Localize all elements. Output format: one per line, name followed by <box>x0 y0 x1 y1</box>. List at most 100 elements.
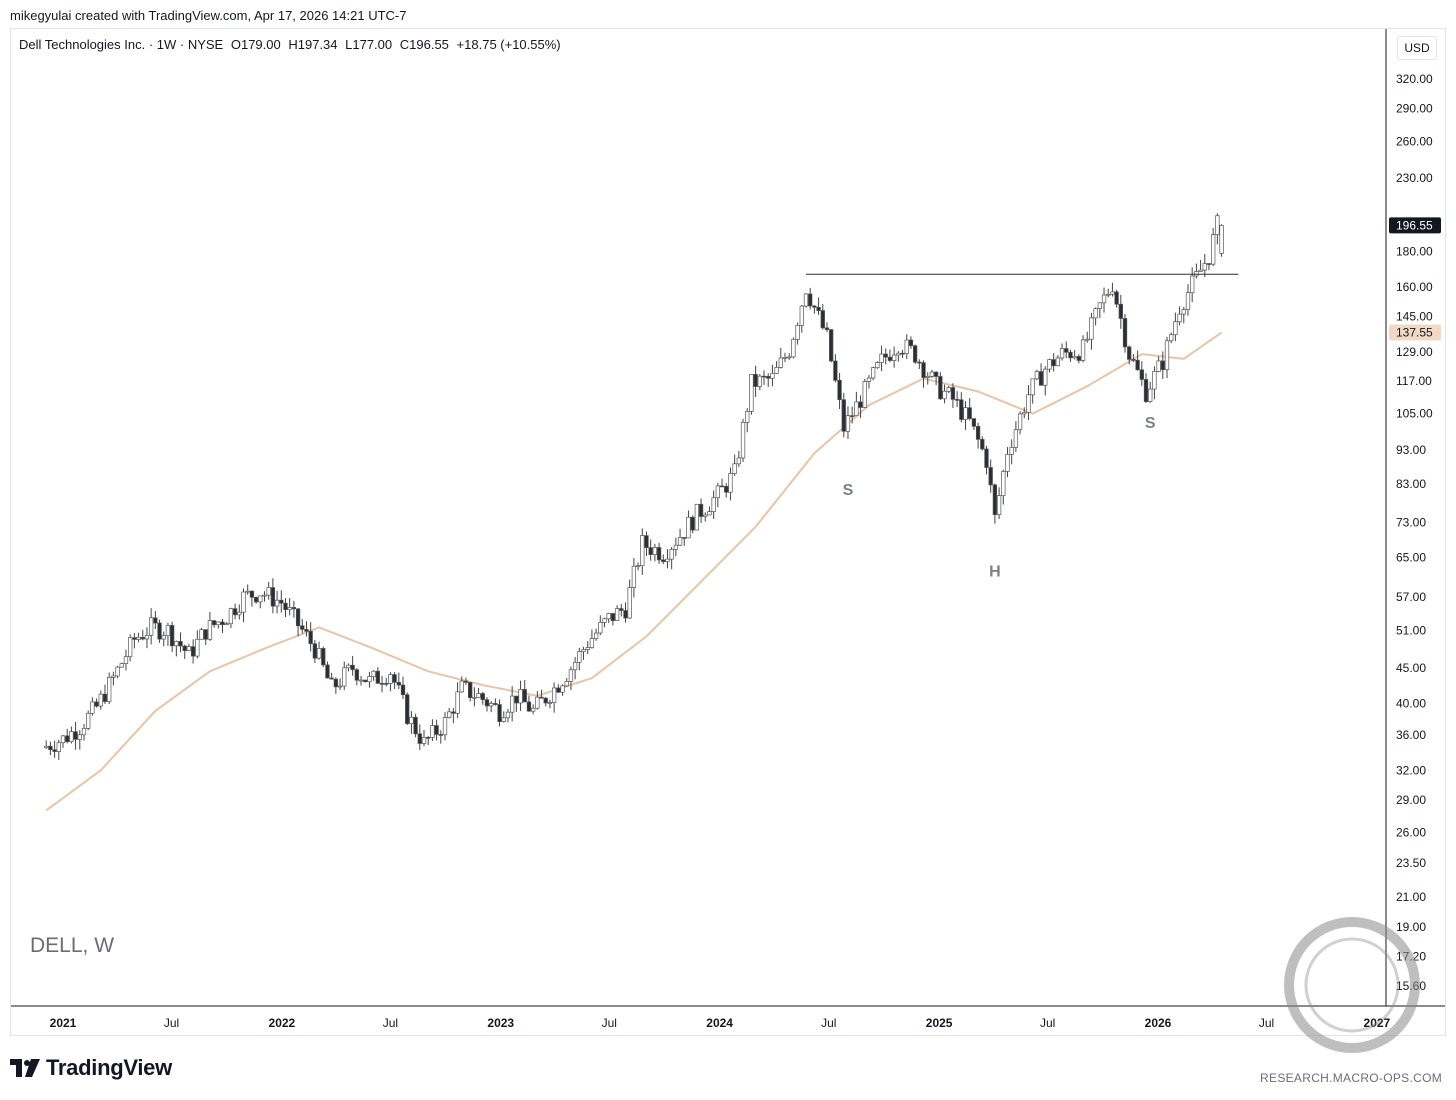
candle-body <box>1001 471 1006 496</box>
candle-body <box>211 620 217 626</box>
candle-body <box>673 544 679 550</box>
y-tick-label: 320.00 <box>1396 72 1433 86</box>
candle-body <box>468 682 473 699</box>
x-tick-label: Jul <box>383 1016 398 1030</box>
candle-body <box>619 608 624 611</box>
candle-body <box>879 353 884 363</box>
candle-body <box>539 696 544 699</box>
y-tick-label: 93.00 <box>1396 443 1426 457</box>
candle-body <box>896 352 901 356</box>
y-tick-label: 180.00 <box>1396 245 1433 259</box>
candle-body <box>1013 429 1019 448</box>
symbol-legend[interactable]: Dell Technologies Inc. · 1W · NYSE O179.… <box>19 37 565 52</box>
x-tick-label: 2027 <box>1364 1016 1391 1030</box>
candle-body <box>938 376 943 400</box>
candle-body <box>891 354 897 361</box>
candle-body <box>669 549 674 560</box>
candle-body <box>614 608 620 621</box>
candle-body <box>887 356 893 361</box>
candle-body <box>824 327 830 330</box>
currency-selector[interactable]: USD <box>1397 36 1437 60</box>
candle-body <box>950 387 956 400</box>
candle-body <box>912 345 918 363</box>
candle-body <box>1131 359 1136 361</box>
candle-body <box>153 617 158 624</box>
candle-body <box>346 664 351 669</box>
candle-body <box>505 711 511 719</box>
candle-body <box>1110 291 1115 295</box>
ohlc-close: C196.55 <box>399 37 449 52</box>
y-tick-label: 40.00 <box>1396 696 1426 710</box>
candle-body <box>434 725 439 735</box>
chart-credit: mikegyulai created with TradingView.com,… <box>10 8 407 23</box>
candle-body <box>1164 340 1170 371</box>
candle-body <box>463 680 469 683</box>
candle-body <box>1190 275 1195 293</box>
candle-body <box>942 390 947 400</box>
ma-price-tag-bg <box>1389 324 1441 341</box>
candle-body <box>1009 447 1014 455</box>
candle-body <box>850 415 855 417</box>
x-tick-label: 2023 <box>487 1016 514 1030</box>
candle-body <box>375 670 380 684</box>
seal-inner-ring <box>1304 937 1400 1033</box>
candle-body <box>635 565 641 568</box>
candle-body <box>480 693 485 701</box>
candle-body <box>766 375 771 379</box>
candle-body <box>535 696 540 709</box>
candle-body <box>1211 234 1216 265</box>
candle-body <box>60 735 66 744</box>
candle-body <box>568 669 574 682</box>
candle-body <box>707 511 712 516</box>
y-tick-label: 26.00 <box>1396 826 1426 840</box>
candle-body <box>291 607 297 610</box>
candle-body <box>98 693 103 707</box>
candle-body <box>866 377 872 382</box>
y-tick-label: 160.00 <box>1396 280 1433 294</box>
candle-body <box>1097 302 1102 309</box>
candle-body <box>1030 378 1035 396</box>
candle-body <box>724 485 729 493</box>
candle-body <box>640 535 645 567</box>
candle-body <box>253 596 259 603</box>
candle-body <box>606 613 611 620</box>
candle-body <box>295 608 301 627</box>
candle-body <box>1055 357 1061 367</box>
candle-body <box>946 387 951 392</box>
candle-body <box>728 473 733 493</box>
candle-body <box>900 352 905 355</box>
candle-body <box>316 648 322 659</box>
candle-body <box>1152 371 1157 390</box>
candle-body <box>1114 291 1119 305</box>
candle-body <box>1106 293 1111 296</box>
ma-price-tag: 137.55 <box>1396 325 1433 339</box>
candle-body <box>216 621 221 626</box>
candle-body <box>262 594 267 597</box>
candle-body <box>1185 292 1191 310</box>
tradingview-logo[interactable]: TradingView <box>10 1055 172 1081</box>
candle-body <box>984 448 989 468</box>
candle-body <box>413 716 418 735</box>
candle-body <box>90 701 95 714</box>
candle-body <box>703 514 708 517</box>
candle-body <box>1076 356 1081 361</box>
candle-body <box>1080 339 1086 361</box>
candle-body <box>820 310 825 329</box>
candle-body <box>405 694 410 724</box>
candle-body <box>442 717 448 736</box>
candle-body <box>224 623 229 626</box>
tradingview-logo-text: TradingView <box>46 1055 172 1080</box>
candle-body <box>1160 360 1165 371</box>
candle-body <box>833 360 838 381</box>
chart-frame[interactable] <box>10 28 1446 1036</box>
candle-body <box>358 679 364 682</box>
candle-body <box>1017 413 1023 431</box>
candle-body <box>455 691 460 714</box>
candle-body <box>795 324 800 340</box>
candle-body <box>518 689 523 704</box>
candle-body <box>510 695 515 713</box>
candle-body <box>426 737 431 739</box>
candle-body <box>266 587 271 596</box>
candle-body <box>652 547 658 555</box>
